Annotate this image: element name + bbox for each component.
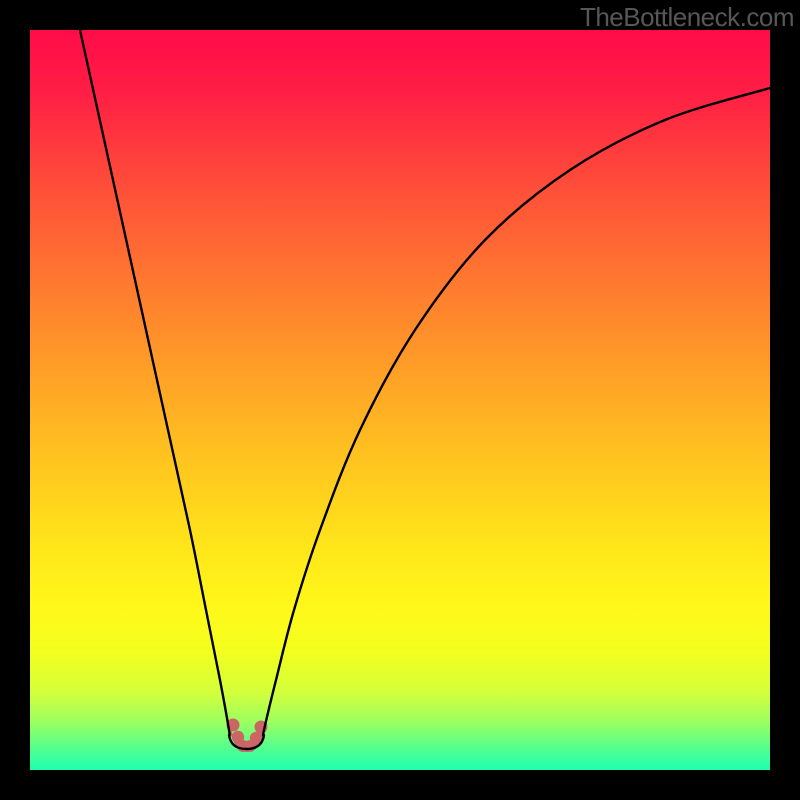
plot-area (30, 30, 770, 770)
frame-border-left (0, 0, 30, 800)
chart-frame: TheBottleneck.com (0, 0, 800, 800)
frame-border-bottom (0, 770, 800, 800)
gradient-background (30, 30, 770, 770)
frame-border-right (770, 0, 800, 800)
plot-svg (30, 30, 770, 770)
watermark-text: TheBottleneck.com (580, 2, 794, 33)
